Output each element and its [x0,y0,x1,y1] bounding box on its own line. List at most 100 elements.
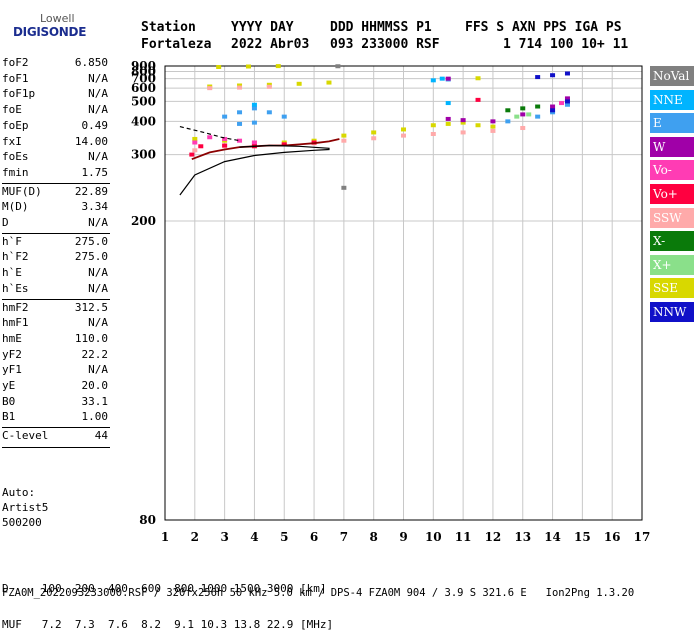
param-label: foE [2,103,22,117]
echo-point-vo- [251,140,257,145]
echo-point-e [237,121,243,126]
echo-point-ssw [207,86,213,91]
param-label: fxI [2,134,22,148]
echo-point-w [460,118,466,123]
echo-point-ssw [401,133,406,138]
y-tick-label: 600 [131,81,156,95]
param-label: hmF1 [2,316,29,330]
echo-point-nnw [564,99,570,104]
echo-point-ssw [192,148,198,153]
echo-point-w [445,116,451,121]
param-row: foF1 N/A [2,72,108,88]
y-tick-label: 900 [131,59,156,73]
echo-point-ssw [460,130,466,135]
param-label: yF2 [2,347,22,361]
param-row: B1 1.00 [2,410,108,426]
echo-point-e [222,114,228,119]
param-row: h`F2 275.0 [2,250,108,266]
legend-x-: X- [650,231,694,252]
param-row: hmE 110.0 [2,332,108,348]
param-label: MUF(D) [2,184,42,198]
echo-point-nne [430,78,436,83]
echo-point-vo- [222,136,228,141]
param-label: h`F2 [2,250,29,264]
echo-point-e [251,106,257,111]
x-tick-label: 2 [191,530,199,544]
param-value: N/A [88,87,108,101]
param-value: 0.49 [81,118,109,132]
param-row: hmF2 312.5 [2,301,108,317]
y-tick-label: 700 [131,72,156,86]
echo-point-x- [514,114,520,119]
param-value: 275.0 [74,234,108,248]
param-row: yF1 N/A [2,363,108,379]
ionogram-plot: 1 2 3 4 5 6 7 8 9 10 11 12 13 14 15 16 17802003004005006… [131,59,651,544]
param-row: yF2 22.2 [2,348,108,364]
x-tick-label: 12 [485,530,502,544]
param-label: foF1 [2,71,29,85]
x-tick-label: 17 [634,530,651,544]
x-tick-label: 10 [425,530,442,544]
legend-x-: X+ [650,254,694,275]
echo-point-e [535,114,541,119]
echo-point-w [520,112,526,117]
param-label: M(D) [2,200,29,214]
echo-point-ssw [266,84,272,89]
y-tick-label: 80 [139,513,156,527]
param-label: foEs [2,150,29,164]
x-tick-label: 3 [220,530,228,544]
param-row: foF2 6.850 [2,56,108,72]
param-value: N/A [88,266,108,280]
param-value: 1.75 [81,165,109,179]
y-tick-label: 500 [131,94,156,108]
echo-point-nnw [535,75,541,80]
profile-curve [179,144,330,196]
x-tick-label: 1 [161,530,169,544]
param-value: N/A [88,150,108,164]
param-separator [2,446,110,448]
x-tick-label: 8 [370,530,378,544]
echo-point-x- [505,108,511,113]
plot-border [164,65,643,521]
legend-vo-: Vo- [650,160,694,181]
param-label: foEp [2,118,29,132]
echo-point-vo- [192,140,198,145]
artist-version: Artist5 [2,501,49,514]
legend-w: W [650,136,694,157]
x-tick-label: 4 [250,530,258,544]
param-row: M(D) 3.34 [2,200,108,216]
echo-point-x- [535,104,541,109]
echo-point-vo- [559,101,565,106]
echo-point-vo- [222,143,228,148]
muf-row: MUF 7.2 7.3 7.6 8.2 9.1 10.3 13.8 22.9 [… [2,618,334,631]
param-label: B1 [2,410,16,424]
echo-point-e [505,119,511,124]
x-tick-label: 15 [574,530,591,544]
param-value: 33.1 [81,394,109,408]
x-tick-label: 11 [455,530,472,544]
param-value: 20.0 [81,379,109,392]
echo-point-nne [251,102,257,107]
x-tick-label: 5 [280,530,288,544]
echo-point-sse [296,81,302,86]
legend-noval: NoVal [650,66,694,86]
echo-point-sse [216,65,222,70]
param-row: B0 33.1 [2,395,108,411]
auto-label: Auto: [2,486,36,499]
x-tick-label: 14 [544,530,561,544]
echo-point-sse [245,64,251,69]
echo-point-vo- [198,144,204,149]
echo-point-sse [266,82,272,87]
echo-point-ssw [341,138,347,143]
header-label-time: DDD HHMMSS P1 [330,20,432,35]
param-value: N/A [88,316,108,330]
x-tick-label: 13 [514,530,531,544]
param-value: 1.00 [81,410,109,424]
echo-point-sse [326,80,332,85]
param-row: fmin 1.75 [2,166,108,182]
x-tick-label: 7 [340,530,348,544]
echo-point-sse [460,120,466,125]
echo-point-w [490,119,496,124]
echo-point-vo- [189,152,195,157]
x-tick-label: 6 [310,530,318,544]
